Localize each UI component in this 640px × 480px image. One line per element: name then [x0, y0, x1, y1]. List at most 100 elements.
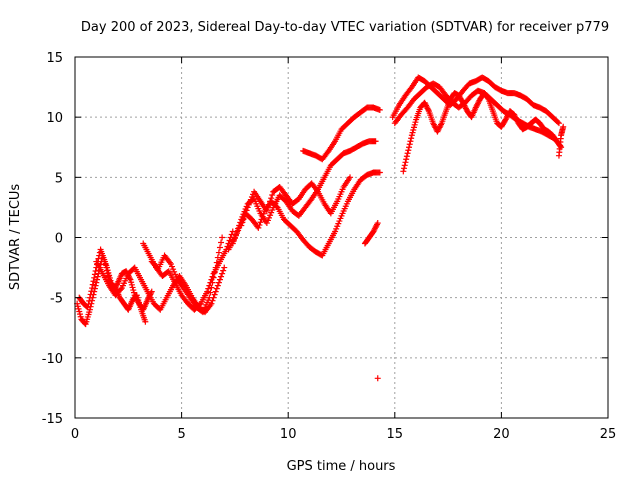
x-tick-label: 20	[493, 427, 510, 442]
data-point	[255, 224, 262, 231]
y-tick-label: -15	[42, 412, 63, 427]
y-tick-label: 15	[46, 51, 63, 66]
data-point	[406, 141, 413, 148]
data-point	[335, 220, 342, 227]
data-point	[406, 144, 413, 151]
data-point	[411, 121, 418, 128]
data-point	[206, 294, 213, 301]
data-point	[128, 281, 135, 288]
data-point	[90, 278, 97, 285]
x-tick-label: 0	[71, 427, 79, 442]
data-point	[75, 305, 82, 312]
data-point	[216, 244, 223, 251]
data-point	[212, 264, 219, 271]
series-arc-end	[555, 123, 567, 159]
data-point	[211, 269, 218, 276]
data-point	[196, 301, 203, 308]
x-tick-label: 10	[280, 427, 297, 442]
data-point	[215, 279, 222, 286]
data-point	[263, 220, 270, 227]
data-point	[264, 204, 271, 211]
data-point	[266, 201, 273, 208]
data-point	[248, 193, 255, 200]
data-point	[216, 276, 223, 283]
data-point	[267, 212, 274, 219]
y-tick-label: -10	[42, 352, 63, 367]
series-arc-late-c	[400, 90, 565, 175]
data-point	[171, 268, 178, 275]
data-point	[263, 208, 270, 215]
data-point	[560, 123, 567, 130]
data-point	[244, 204, 251, 211]
data-point	[337, 215, 344, 222]
data-point	[76, 308, 83, 315]
data-point	[86, 297, 93, 304]
data-point	[88, 288, 95, 295]
y-tick-label: 5	[55, 171, 63, 186]
data-point	[84, 304, 91, 311]
data-point	[407, 138, 414, 145]
series-arc-rise-c	[238, 174, 354, 229]
data-point	[269, 191, 276, 198]
data-point	[555, 120, 562, 127]
series-arc-high-a	[300, 104, 383, 163]
data-point	[266, 214, 273, 221]
data-point	[142, 318, 149, 325]
y-tick-label: 0	[55, 232, 63, 247]
series-arc-isolated	[361, 220, 381, 247]
data-point	[169, 263, 176, 270]
series-arc-late-a	[389, 74, 562, 127]
data-point	[401, 162, 408, 169]
data-point	[259, 213, 266, 220]
data-point	[130, 289, 137, 296]
data-point	[210, 274, 217, 281]
x-axis-label: GPS time / hours	[287, 459, 396, 474]
data-point	[208, 300, 215, 307]
data-point	[172, 271, 179, 278]
data-point	[213, 285, 220, 292]
data-point	[234, 230, 241, 237]
data-point	[129, 284, 136, 291]
data-point	[238, 222, 245, 229]
data-point	[95, 255, 102, 262]
data-point	[127, 276, 134, 283]
data-point	[87, 291, 94, 298]
data-point	[405, 147, 412, 154]
data-point	[376, 169, 383, 176]
data-point	[221, 264, 228, 271]
data-point	[239, 219, 246, 226]
x-tick-label: 25	[600, 427, 617, 442]
data-point	[410, 127, 417, 134]
data-point	[231, 235, 238, 242]
data-point	[412, 119, 419, 126]
data-point	[235, 227, 242, 234]
data-point	[220, 267, 227, 274]
data-point	[403, 153, 410, 160]
data-point	[408, 135, 415, 142]
data-point	[214, 282, 221, 289]
y-tick-label: 10	[46, 111, 63, 126]
data-point	[374, 220, 381, 227]
series-arc-rise-b	[229, 169, 383, 259]
data-point	[128, 279, 135, 286]
data-point	[273, 203, 280, 210]
data-point	[372, 138, 379, 145]
data-point	[241, 213, 248, 220]
data-point	[403, 156, 410, 163]
data-point	[130, 287, 137, 294]
data-point	[260, 210, 267, 217]
y-axis-label: SDTVAR / TECUs	[8, 184, 23, 291]
data-point	[401, 165, 408, 172]
series-arc-rise-a	[225, 138, 379, 253]
data-point	[89, 285, 96, 292]
data-point	[92, 267, 99, 274]
data-point	[209, 279, 216, 286]
x-tick-label: 5	[177, 427, 185, 442]
data-point	[267, 198, 274, 205]
data-point	[229, 240, 236, 247]
data-point	[257, 219, 264, 226]
series-arc-mid-b	[148, 234, 226, 316]
chart-title: Day 200 of 2023, Sidereal Day-to-day VTE…	[81, 20, 609, 35]
data-point	[218, 273, 225, 280]
